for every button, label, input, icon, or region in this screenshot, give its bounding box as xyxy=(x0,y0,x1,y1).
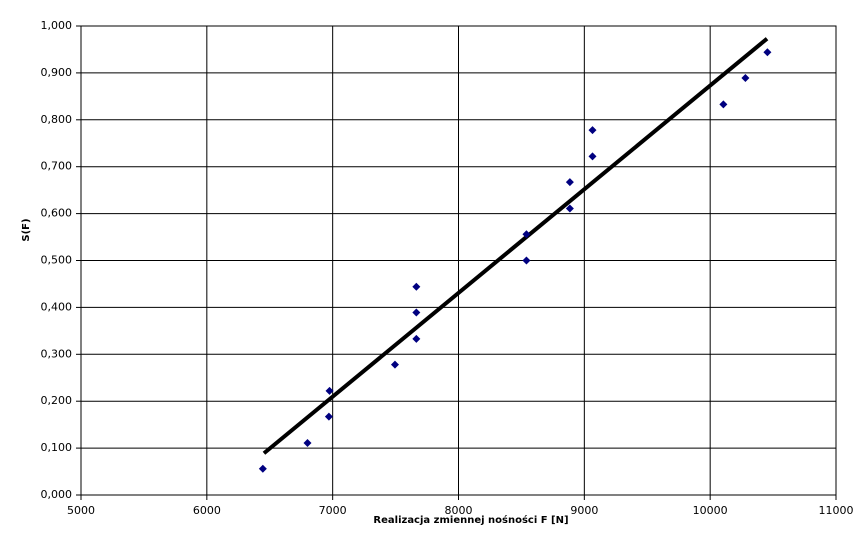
y-tick-label: 0,000 xyxy=(41,488,73,501)
data-point xyxy=(588,126,597,135)
x-tick-label: 7000 xyxy=(319,504,347,517)
data-point xyxy=(588,152,597,161)
y-tick-label: 0,400 xyxy=(41,300,73,313)
y-tick-label: 0,800 xyxy=(41,113,73,126)
data-point xyxy=(412,308,421,317)
data-point xyxy=(522,230,531,239)
y-tick-label: 0,100 xyxy=(41,441,73,454)
data-point xyxy=(741,74,750,83)
x-axis-label: Realizacja zmiennej nośności F [N] xyxy=(373,514,568,526)
x-tick-label: 11000 xyxy=(819,504,854,517)
x-tick-label: 10000 xyxy=(693,504,728,517)
y-tick-label: 0,600 xyxy=(41,207,73,220)
data-point xyxy=(763,48,772,57)
data-point xyxy=(565,204,574,213)
y-tick-label: 0,500 xyxy=(41,254,73,267)
x-tick-label: 5000 xyxy=(67,504,95,517)
x-tick-label: 9000 xyxy=(570,504,598,517)
y-tick-label: 0,700 xyxy=(41,160,73,173)
data-point xyxy=(522,256,531,265)
data-point xyxy=(719,100,728,109)
data-point xyxy=(258,464,267,473)
y-tick-label: 0,300 xyxy=(41,347,73,360)
data-point xyxy=(565,178,574,187)
y-tick-label: 0,900 xyxy=(41,66,73,79)
data-point xyxy=(390,360,399,369)
data-point xyxy=(412,282,421,291)
data-point xyxy=(325,386,334,395)
data-point xyxy=(303,438,312,447)
y-axis-label: S(F) xyxy=(21,218,32,241)
data-point xyxy=(412,334,421,343)
y-tick-label: 0,200 xyxy=(41,394,73,407)
y-tick-label: 1,000 xyxy=(41,19,73,32)
x-tick-label: 6000 xyxy=(193,504,221,517)
data-point xyxy=(324,412,333,421)
trend-line xyxy=(262,37,769,455)
x-tick-label: 8000 xyxy=(445,504,473,517)
